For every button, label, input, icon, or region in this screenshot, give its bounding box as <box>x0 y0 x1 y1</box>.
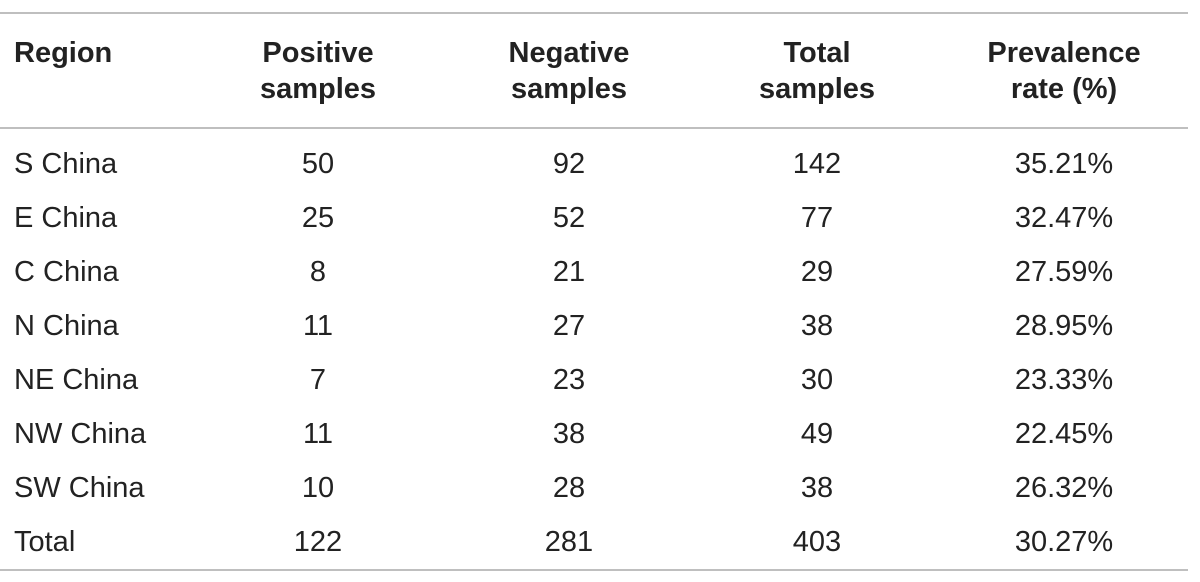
prevalence-cell: 30.27% <box>940 515 1188 571</box>
negative-cell: 23 <box>552 363 586 396</box>
prevalence-cell: 28.95% <box>1014 309 1114 342</box>
header-region: Region <box>0 13 192 128</box>
region-cell: C China <box>14 255 119 288</box>
region-cell: N China <box>14 309 119 342</box>
table-row: NE China 7 23 30 23.33% <box>0 353 1188 407</box>
negative-cell: 92 <box>552 147 586 180</box>
header-total-line-2: samples <box>758 73 876 105</box>
header-negative-samples: Negative samples <box>444 13 694 128</box>
total-cell: 403 <box>694 515 940 571</box>
total-cell: 142 <box>792 147 842 180</box>
region-cell: NW China <box>14 417 147 450</box>
header-positive-line-1: Positive <box>262 37 374 69</box>
positive-cell: 122 <box>192 515 444 571</box>
total-cell: 30 <box>800 363 834 396</box>
negative-cell: 27 <box>552 309 586 342</box>
header-negative-line-2: samples <box>510 73 628 105</box>
table-row: SW China 10 28 38 26.32% <box>0 461 1188 515</box>
prevalence-cell: 35.21% <box>1014 147 1114 180</box>
prevalence-cell: 22.45% <box>1014 417 1114 450</box>
prevalence-table: Region Positive samples Negative samples… <box>0 12 1188 571</box>
total-cell: 38 <box>800 471 834 504</box>
positive-cell: 11 <box>302 417 334 450</box>
table-row: S China 50 92 142 35.21% <box>0 128 1188 191</box>
positive-cell: 10 <box>301 471 335 504</box>
total-cell: 49 <box>800 417 834 450</box>
region-cell: S China <box>14 147 118 180</box>
table-row: N China 11 27 38 28.95% <box>0 299 1188 353</box>
header-total-line-1: Total <box>783 37 851 69</box>
positive-cell: 8 <box>309 255 327 288</box>
region-cell: E China <box>14 201 118 234</box>
header-row: Region Positive samples Negative samples… <box>0 13 1188 128</box>
table-row: E China 25 52 77 32.47% <box>0 191 1188 245</box>
header-total-samples: Total samples <box>694 13 940 128</box>
region-cell: SW China <box>14 471 145 504</box>
positive-cell: 25 <box>301 201 335 234</box>
prevalence-cell: 26.32% <box>1014 471 1114 504</box>
table-row: NW China 11 38 49 22.45% <box>0 407 1188 461</box>
table-row-total: Total 122 281 403 30.27% <box>0 515 1188 571</box>
positive-cell: 50 <box>301 147 335 180</box>
positive-cell: 7 <box>309 363 327 396</box>
region-cell: Total <box>0 515 192 571</box>
total-cell: 29 <box>800 255 834 288</box>
negative-cell: 281 <box>444 515 694 571</box>
positive-cell: 11 <box>302 309 334 342</box>
header-prevalence-line-2: rate (%) <box>1010 73 1118 105</box>
table-header: Region Positive samples Negative samples… <box>0 13 1188 128</box>
total-cell: 77 <box>800 201 834 234</box>
header-region-label: Region <box>14 37 113 69</box>
prevalence-cell: 27.59% <box>1014 255 1114 288</box>
header-positive-line-2: samples <box>259 73 377 105</box>
negative-cell: 28 <box>552 471 586 504</box>
table-body: S China 50 92 142 35.21% E China 25 52 7… <box>0 128 1188 571</box>
negative-cell: 21 <box>552 255 586 288</box>
negative-cell: 52 <box>552 201 586 234</box>
header-prevalence-rate: Prevalence rate (%) <box>940 13 1188 128</box>
header-negative-line-1: Negative <box>508 37 630 69</box>
table-row: C China 8 21 29 27.59% <box>0 245 1188 299</box>
region-cell: NE China <box>14 363 139 396</box>
total-cell: 38 <box>800 309 834 342</box>
header-positive-samples: Positive samples <box>192 13 444 128</box>
prevalence-cell: 32.47% <box>1014 201 1114 234</box>
negative-cell: 38 <box>552 417 586 450</box>
prevalence-cell: 23.33% <box>1014 363 1114 396</box>
header-prevalence-line-1: Prevalence <box>987 37 1141 69</box>
